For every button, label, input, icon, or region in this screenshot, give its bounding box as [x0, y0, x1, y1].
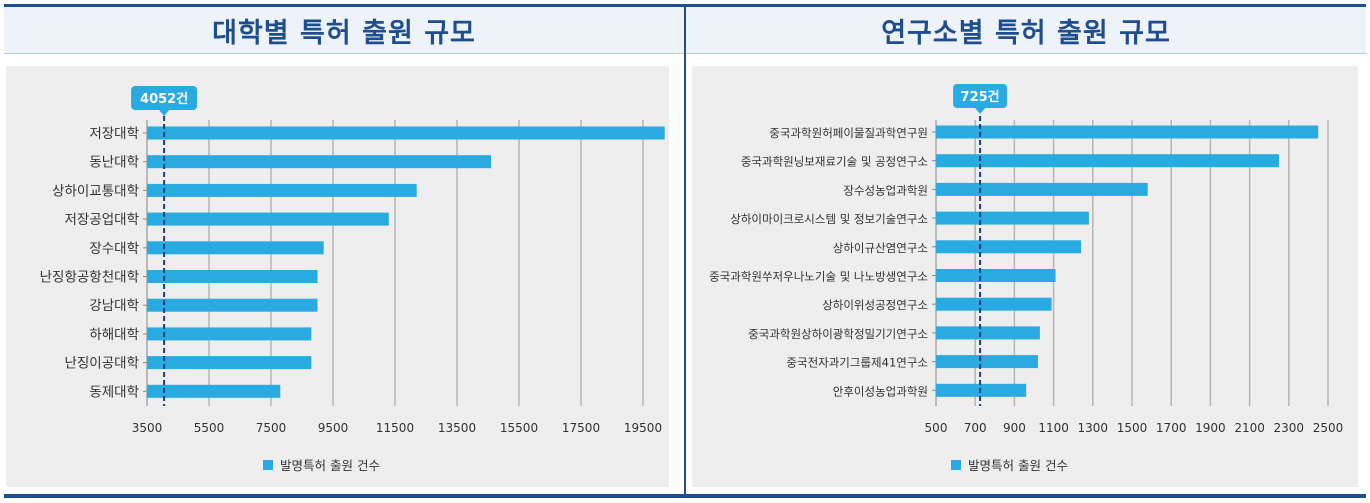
institute-x-tick-label: 1100: [1038, 421, 1069, 435]
university-bar: [147, 212, 389, 226]
institute-bar: [936, 182, 1148, 196]
university-bar: [147, 183, 417, 197]
university-bar: [147, 298, 318, 312]
university-category-label: 저장공업대학: [64, 212, 139, 228]
university-category-label: 동제대학: [89, 384, 139, 400]
institute-x-tick-label: 500: [925, 421, 948, 435]
university-bar: [147, 155, 492, 169]
institute-bar: [936, 355, 1038, 369]
institute-category-label: 중국전자과기그룹제41연구소: [786, 356, 928, 370]
university-bar: [147, 384, 281, 398]
section-divider: [684, 7, 686, 494]
university-x-tick-label: 15500: [500, 421, 538, 435]
university-category-label: 장수대학: [89, 241, 139, 257]
university-category-label: 난징항공항천대학: [40, 270, 139, 286]
right-section-title: 연구소별 특허 출원 규모: [686, 7, 1366, 54]
university-bar: [147, 126, 665, 140]
institute-reference-callout: [953, 84, 1008, 108]
university-x-tick-label: 17500: [562, 421, 600, 435]
institute-x-tick-label: 1500: [1117, 421, 1148, 435]
institute-legend-label: 발명특허 출원 건수: [968, 458, 1068, 473]
institute-legend-swatch: [951, 460, 961, 470]
institute-x-tick-label: 2100: [1234, 421, 1265, 435]
institute-bar: [936, 326, 1040, 340]
university-x-tick-label: 7500: [256, 421, 287, 435]
institute-category-label: 중국과학원상하이광학정밀기기연구소: [748, 327, 928, 341]
institute-bar: [936, 211, 1089, 225]
university-bar: [147, 327, 312, 341]
university-x-tick-label: 5500: [194, 421, 225, 435]
university-category-label: 저장대학: [89, 126, 139, 142]
university-reference-callout: [131, 86, 198, 110]
university-category-label: 강남대학: [89, 298, 139, 314]
university-x-tick-label: 13500: [438, 421, 476, 435]
institute-category-label: 상하이마이크로시스템 및 정보기술연구소: [730, 212, 928, 226]
university-category-label: 하해대학: [89, 327, 139, 343]
university-category-label: 상하이교통대학: [52, 183, 139, 199]
university-chart: 저장대학동난대학상하이교통대학저장공업대학장수대학난징항공항천대학강남대학하해대…: [40, 86, 665, 473]
institute-category-label: 상하이규산염연구소: [833, 241, 928, 255]
institute-x-tick-label: 1700: [1156, 421, 1187, 435]
university-category-label: 난징이공대학: [64, 356, 139, 372]
university-x-tick-label: 3500: [132, 421, 163, 435]
institute-category-label: 중국과학원닝보재료기술 및 공정연구소: [741, 155, 928, 169]
institute-x-tick-label: 900: [1003, 421, 1026, 435]
university-bar: [147, 356, 312, 370]
institute-x-tick-label: 1900: [1195, 421, 1226, 435]
university-legend-label: 발명특허 출원 건수: [280, 458, 380, 473]
institute-category-label: 중국과학원쑤저우나노기술 및 나노방생연구소: [709, 270, 928, 284]
university-bar: [147, 270, 318, 283]
university-bar: [147, 241, 324, 255]
university-x-tick-label: 11500: [376, 421, 414, 435]
institute-bar: [936, 297, 1052, 311]
institute-bar: [936, 240, 1082, 254]
university-reference-label: 4052건: [140, 91, 188, 107]
institute-reference-callout-pointer: [975, 108, 986, 114]
institute-reference-label: 725건: [961, 89, 1000, 105]
university-x-tick-label: 19500: [624, 421, 662, 435]
institute-bar: [936, 125, 1319, 139]
institute-x-tick-label: 700: [964, 421, 987, 435]
university-reference-callout-pointer: [159, 110, 170, 116]
university-category-label: 동난대학: [89, 155, 139, 171]
bottom-border: [4, 494, 1366, 498]
top-border: [4, 4, 1366, 7]
university-legend-swatch: [263, 460, 273, 470]
institute-category-label: 장수성농업과학원: [843, 183, 928, 197]
institute-x-tick-label: 2500: [1313, 421, 1344, 435]
institute-bar: [936, 154, 1279, 168]
university-x-tick-label: 9500: [318, 421, 349, 435]
institute-category-label: 중국과학원허페이물질과학연구원: [769, 126, 928, 140]
institute-category-label: 상하이위성공정연구소: [822, 298, 928, 312]
institute-category-label: 안후이성농업과학원: [833, 384, 928, 398]
institute-x-tick-label: 1300: [1078, 421, 1109, 435]
left-section-title: 대학별 특허 출원 규모: [4, 7, 684, 54]
institute-x-tick-label: 2300: [1274, 421, 1305, 435]
institute-bar: [936, 269, 1056, 282]
